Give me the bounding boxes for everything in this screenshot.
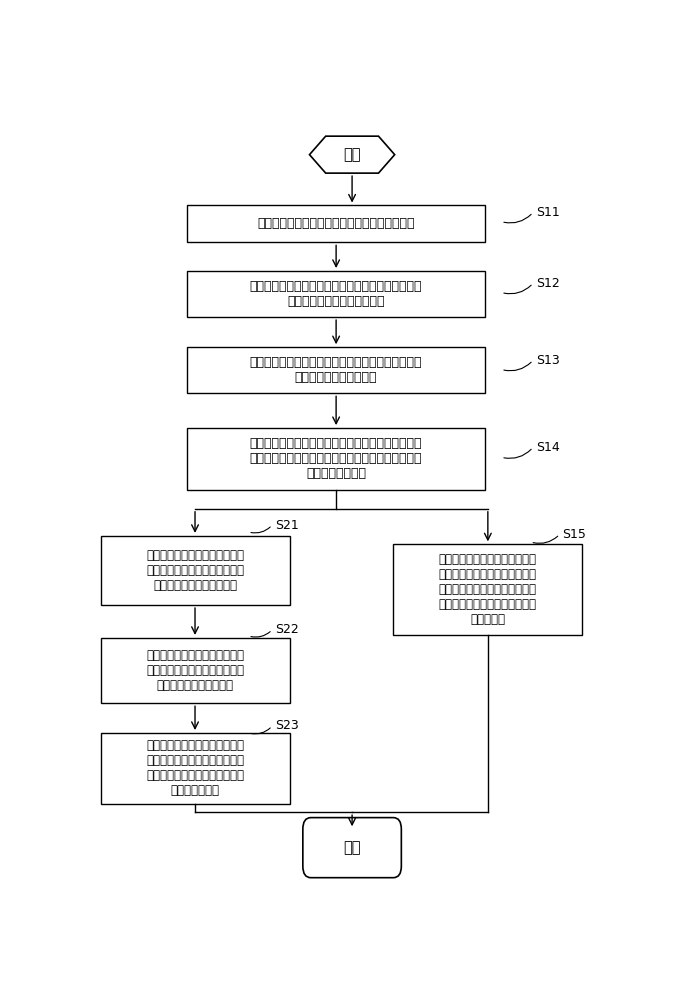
Bar xyxy=(100,536,289,605)
Text: 结束: 结束 xyxy=(344,840,361,855)
Text: 若查找到所述当前故障数据对应
的故障代码，则从预存储的故障
代码与故障解决方案的对应关系
中，查找到所述待维修空调的故
障解决方案: 若查找到所述当前故障数据对应 的故障代码，则从预存储的故障 代码与故障解决方案的… xyxy=(439,553,537,626)
Text: 若查找不到所述当前故障数据对
应的故障代码，则输出当前找不
到对应故障代码的提示信息: 若查找不到所述当前故障数据对 应的故障代码，则输出当前找不 到对应故障代码的提示… xyxy=(146,549,244,592)
Text: S12: S12 xyxy=(536,277,559,290)
Text: S21: S21 xyxy=(275,519,299,532)
Bar xyxy=(187,347,485,393)
Text: S22: S22 xyxy=(275,623,299,636)
Bar xyxy=(187,271,485,317)
Text: 获取待维修空调对应的用户信息及实际运行参数: 获取待维修空调对应的用户信息及实际运行参数 xyxy=(258,217,415,230)
Bar xyxy=(187,428,485,490)
Bar xyxy=(394,544,583,635)
Text: S13: S13 xyxy=(536,354,559,367)
Text: 将所述异常参数作为当前故障数据，从预存储的故障
数据与故障代码的对应关系中，查找所述当前故障数
据对应的故障代码: 将所述异常参数作为当前故障数据，从预存储的故障 数据与故障代码的对应关系中，查找… xyxy=(250,437,423,480)
Text: 开始: 开始 xyxy=(344,147,361,162)
Polygon shape xyxy=(310,136,395,173)
Text: 从预存储的用户信息与空调型号的对应关系中，查找
到所述待维修空调的空调型号: 从预存储的用户信息与空调型号的对应关系中，查找 到所述待维修空调的空调型号 xyxy=(250,280,423,308)
Text: 从所述实际运行参数中查找不在预存储的标准运行参
数允许范围内的异常参数: 从所述实际运行参数中查找不在预存储的标准运行参 数允许范围内的异常参数 xyxy=(250,356,423,384)
Text: S14: S14 xyxy=(536,441,559,454)
Text: 从故障数据与故障代码的对应关
系中，存储当前故障数据和当前
故障数据对应的故障代码: 从故障数据与故障代码的对应关 系中，存储当前故障数据和当前 故障数据对应的故障代… xyxy=(146,649,244,692)
Bar xyxy=(100,638,289,703)
Text: S15: S15 xyxy=(563,528,586,541)
Bar xyxy=(187,205,485,242)
Bar xyxy=(100,733,289,804)
FancyBboxPatch shape xyxy=(303,818,401,878)
Text: 从故障代码与故障解决方案的对
应关系中，存储当前故障数据对
应的故障代码和该故障代码对应
的故障解决方案: 从故障代码与故障解决方案的对 应关系中，存储当前故障数据对 应的故障代码和该故障… xyxy=(146,739,244,797)
Text: S23: S23 xyxy=(275,719,299,732)
Text: S11: S11 xyxy=(536,206,559,219)
